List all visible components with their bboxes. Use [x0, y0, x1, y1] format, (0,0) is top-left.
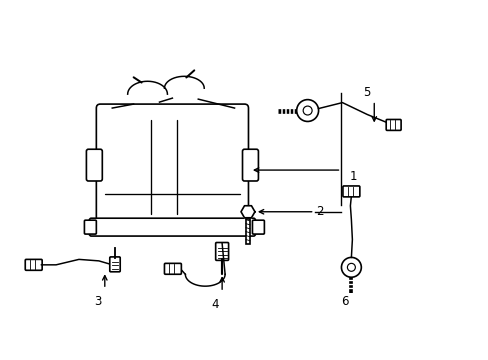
- FancyBboxPatch shape: [86, 149, 102, 181]
- FancyBboxPatch shape: [342, 186, 359, 197]
- Circle shape: [303, 106, 311, 115]
- Text: 5: 5: [363, 86, 370, 99]
- Text: 6: 6: [340, 294, 347, 307]
- FancyBboxPatch shape: [164, 264, 181, 274]
- FancyBboxPatch shape: [109, 257, 120, 272]
- FancyBboxPatch shape: [89, 218, 255, 236]
- Text: 3: 3: [94, 294, 102, 307]
- Polygon shape: [245, 219, 249, 243]
- FancyBboxPatch shape: [25, 260, 42, 270]
- Circle shape: [346, 264, 355, 271]
- Text: 4: 4: [211, 297, 219, 311]
- Text: 1: 1: [349, 170, 356, 183]
- FancyBboxPatch shape: [84, 220, 96, 234]
- Circle shape: [341, 257, 361, 277]
- FancyBboxPatch shape: [242, 149, 258, 181]
- FancyBboxPatch shape: [386, 120, 400, 130]
- FancyBboxPatch shape: [215, 243, 228, 260]
- Circle shape: [296, 100, 318, 121]
- Polygon shape: [241, 206, 254, 218]
- FancyBboxPatch shape: [96, 104, 248, 226]
- Text: 2: 2: [316, 205, 324, 218]
- FancyBboxPatch shape: [252, 220, 264, 234]
